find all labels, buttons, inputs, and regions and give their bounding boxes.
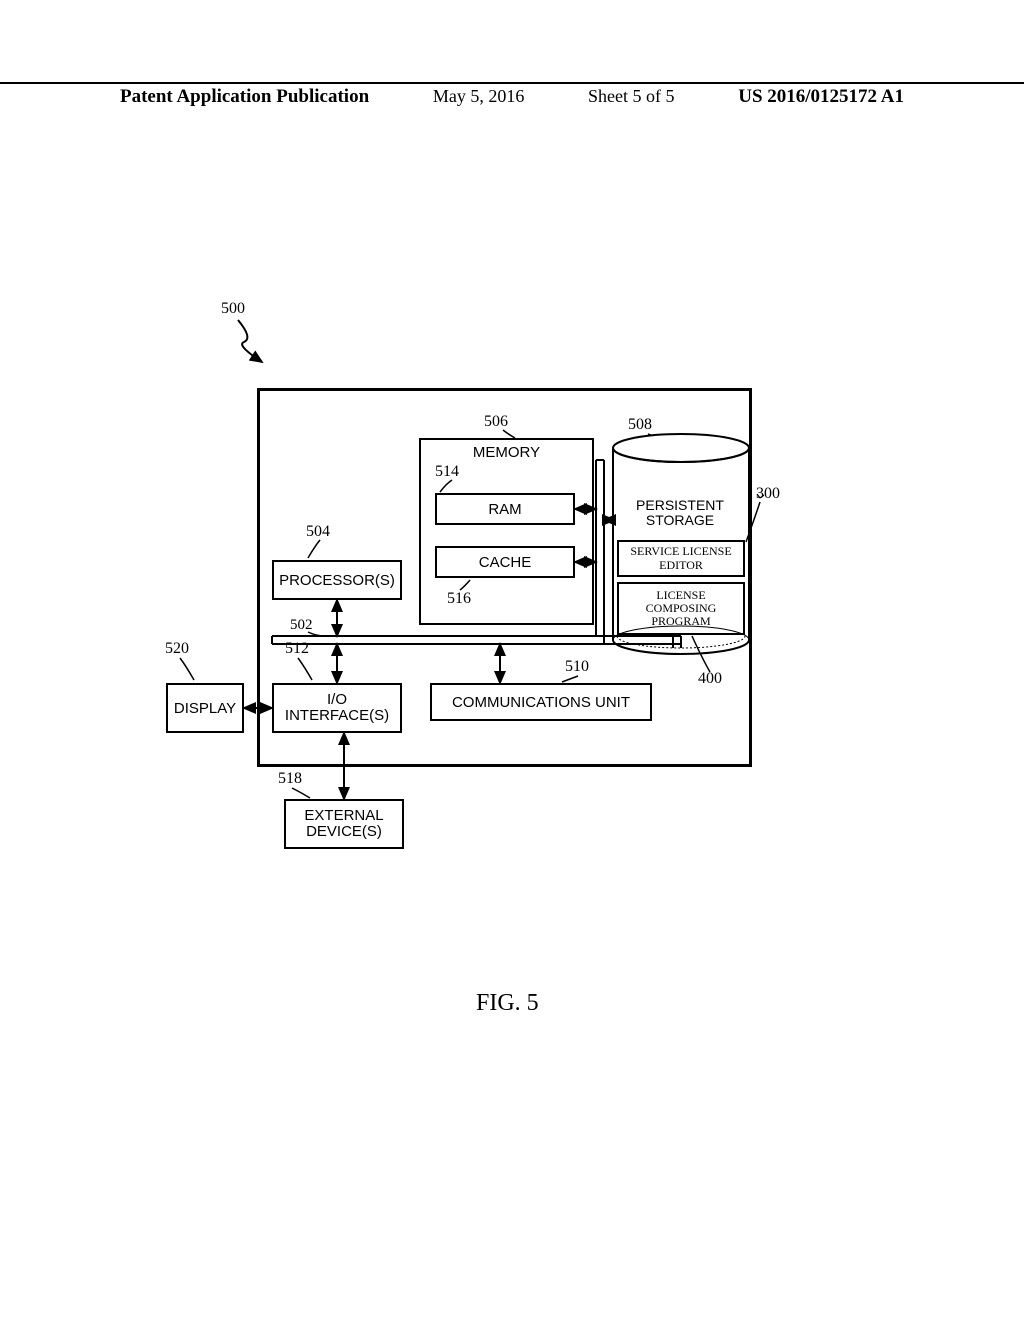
editor-block: SERVICE LICENSE EDITOR xyxy=(617,540,745,577)
header-publication: Patent Application Publication xyxy=(120,86,369,108)
ref-516: 516 xyxy=(447,590,471,608)
ref-500: 500 xyxy=(221,300,245,318)
ref-504: 504 xyxy=(306,523,330,541)
storage-label: PERSISTENT STORAGE xyxy=(615,498,745,529)
external-label: EXTERNAL DEVICE(S) xyxy=(304,808,383,841)
comms-label: COMMUNICATIONS UNIT xyxy=(452,694,630,711)
display-block: DISPLAY xyxy=(166,683,244,733)
processors-label: PROCESSOR(S) xyxy=(279,572,395,589)
external-block: EXTERNAL DEVICE(S) xyxy=(284,799,404,849)
ref-520: 520 xyxy=(165,640,189,658)
composer-label: LICENSE COMPOSING PROGRAM xyxy=(646,589,717,629)
ref-400: 400 xyxy=(698,670,722,688)
header-sheet: Sheet 5 of 5 xyxy=(588,86,674,107)
cache-label: CACHE xyxy=(479,554,532,571)
display-label: DISPLAY xyxy=(174,700,236,717)
composer-block: LICENSE COMPOSING PROGRAM xyxy=(617,582,745,635)
editor-label: SERVICE LICENSE EDITOR xyxy=(630,545,731,571)
ref-506: 506 xyxy=(484,413,508,431)
ref-518: 518 xyxy=(278,770,302,788)
io-block: I/O INTERFACE(S) xyxy=(272,683,402,733)
patent-header: Patent Application Publication May 5, 20… xyxy=(0,82,1024,108)
ref-510: 510 xyxy=(565,658,589,676)
ref-300: 300 xyxy=(756,485,780,503)
ref-512: 512 xyxy=(285,640,309,658)
cache-block: CACHE xyxy=(435,546,575,578)
memory-label: MEMORY xyxy=(473,444,540,461)
ref-508: 508 xyxy=(628,416,652,434)
header-date: May 5, 2016 xyxy=(433,86,525,107)
figure-caption: FIG. 5 xyxy=(476,990,539,1017)
ref-514: 514 xyxy=(435,463,459,481)
ref-502: 502 xyxy=(290,617,313,634)
ram-block: RAM xyxy=(435,493,575,525)
ram-label: RAM xyxy=(488,501,521,518)
io-label: I/O INTERFACE(S) xyxy=(285,692,389,725)
processors-block: PROCESSOR(S) xyxy=(272,560,402,600)
header-patno: US 2016/0125172 A1 xyxy=(738,86,904,108)
comms-block: COMMUNICATIONS UNIT xyxy=(430,683,652,721)
